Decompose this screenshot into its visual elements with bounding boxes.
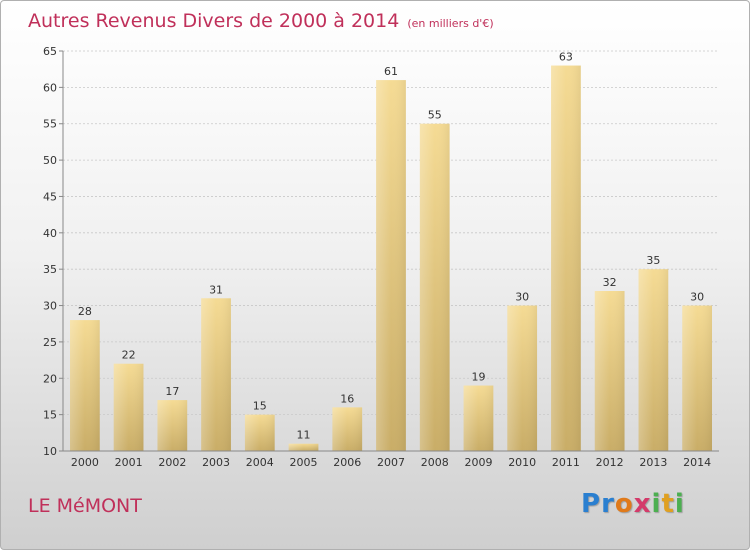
bar-shine <box>638 269 669 451</box>
x-tick-label: 2001 <box>115 456 143 469</box>
bar-value-label: 15 <box>253 400 267 413</box>
x-tick-label: 2006 <box>333 456 361 469</box>
x-tick-label: 2009 <box>464 456 492 469</box>
chart-title: Autres Revenus Divers de 2000 à 2014 (en … <box>28 10 494 32</box>
bars <box>69 65 713 452</box>
x-tick-label: 2005 <box>290 456 318 469</box>
y-tick-label: 30 <box>43 300 57 313</box>
x-tick-label: 2007 <box>377 456 405 469</box>
y-tick-label: 40 <box>43 227 57 240</box>
place-name: LE MéMONT <box>28 495 142 517</box>
bar-value-label: 63 <box>559 51 573 64</box>
bar-shine <box>594 291 625 451</box>
bar-shine <box>419 123 450 452</box>
bar-shine <box>201 298 231 451</box>
axes <box>59 50 719 452</box>
bar-value-label: 28 <box>78 305 92 318</box>
logo-letter: i <box>674 489 685 519</box>
bar-shine <box>507 305 538 451</box>
bar-value-label: 31 <box>209 283 223 296</box>
logo-letter: i <box>651 489 662 519</box>
x-tick-label: 2000 <box>71 456 99 469</box>
bar-value-label: 55 <box>428 109 442 122</box>
bar-value-label: 11 <box>297 429 311 442</box>
logo-letter: r <box>601 489 615 519</box>
x-tick-label: 2002 <box>158 456 186 469</box>
proxiti-logo: Proxiti <box>581 489 685 519</box>
y-tick-label: 60 <box>43 81 57 94</box>
logo-letter: o <box>614 489 634 519</box>
bar-shine <box>69 320 100 451</box>
y-tick-label: 45 <box>43 190 57 203</box>
y-tick-label: 65 <box>43 45 57 58</box>
y-tick-label: 55 <box>43 118 57 131</box>
x-tick-label: 2013 <box>639 456 667 469</box>
x-tick-label: 2012 <box>596 456 624 469</box>
bar-shine <box>113 363 144 451</box>
y-tick-label: 15 <box>43 409 57 422</box>
logo-letter: t <box>661 489 675 519</box>
x-tick-label: 2010 <box>508 456 536 469</box>
bar-shine <box>332 407 363 451</box>
bar-shine <box>682 305 713 451</box>
logo-letter: x <box>633 489 652 519</box>
y-tick-label: 10 <box>43 445 57 458</box>
labels: 10 15 20 25 30 35 40 45 50 55 60 65 28 2000 22 2001 17 20… <box>43 45 711 469</box>
y-tick-label: 20 <box>43 372 57 385</box>
bar-shine <box>551 65 581 451</box>
bar-value-label: 61 <box>384 65 398 78</box>
bar-shine <box>157 400 188 451</box>
x-tick-label: 2008 <box>421 456 449 469</box>
y-tick-label: 25 <box>43 336 57 349</box>
bar-value-label: 19 <box>471 371 485 384</box>
bar-value-label: 30 <box>515 291 529 304</box>
x-tick-label: 2004 <box>246 456 274 469</box>
x-tick-label: 2014 <box>683 456 711 469</box>
bar-value-label: 16 <box>340 392 354 405</box>
bar-shine <box>376 80 406 451</box>
y-tick-label: 35 <box>43 263 57 276</box>
y-tick-label: 50 <box>43 154 57 167</box>
bar-value-label: 35 <box>646 254 660 267</box>
bar-value-label: 30 <box>690 291 704 304</box>
bar-value-label: 32 <box>603 276 617 289</box>
bar-value-label: 17 <box>165 385 179 398</box>
bar-value-label: 22 <box>122 349 136 362</box>
chart-subtitle: (en milliers d'€) <box>407 17 494 30</box>
x-tick-label: 2003 <box>202 456 230 469</box>
bar-shine <box>463 385 494 451</box>
bar-shine <box>244 414 275 451</box>
bar-shine <box>288 443 319 451</box>
chart-title-text: Autres Revenus Divers de 2000 à 2014 <box>28 10 400 32</box>
logo-letter: P <box>581 489 602 519</box>
x-tick-label: 2011 <box>552 456 580 469</box>
